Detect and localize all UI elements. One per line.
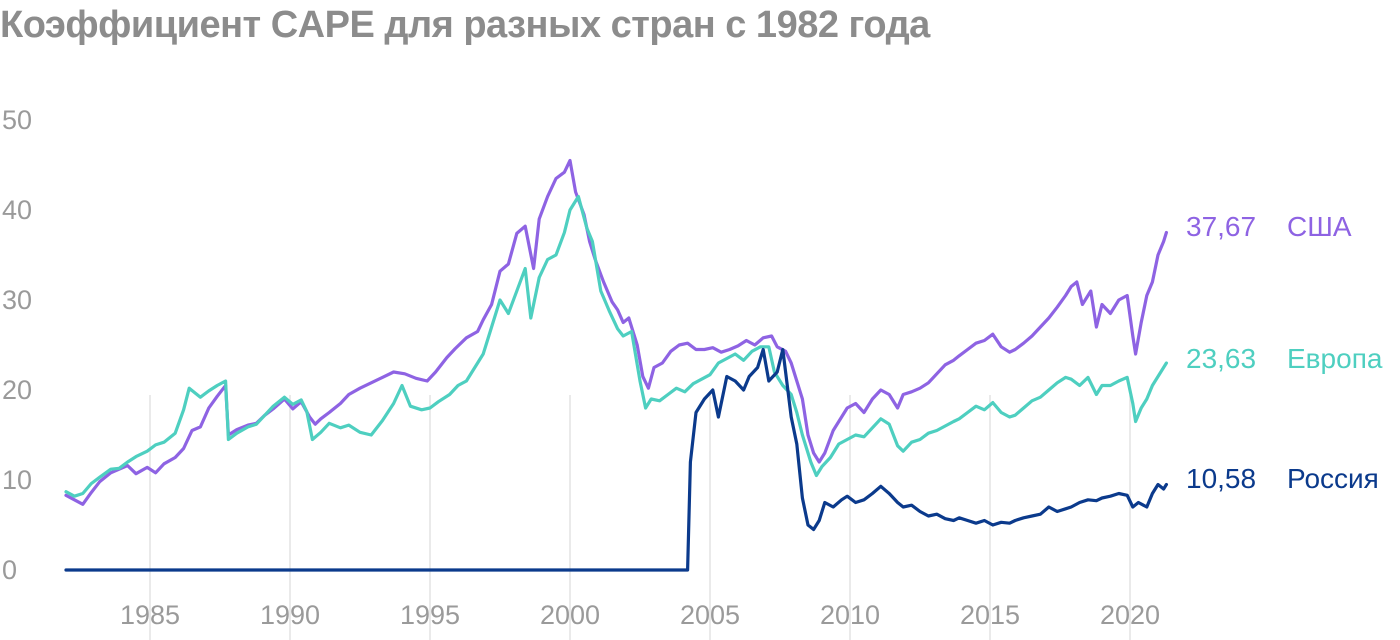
series-name-label-0: США: [1287, 211, 1352, 242]
series-lines: [64, 158, 1168, 572]
series-name-label-1: Европа: [1287, 343, 1383, 374]
y-tick-label-30: 30: [2, 285, 32, 315]
x-tick-label-1985: 1985: [120, 600, 180, 630]
x-tick-label-2010: 2010: [820, 600, 880, 630]
chart-title: Коэффициент CAPE для разных стран с 1982…: [0, 4, 930, 46]
series-end-labels: 37,67 США 23,63 Европа 10,58 Россия: [1186, 211, 1383, 494]
grid-lines: [149, 395, 1131, 640]
y-tick-label-20: 20: [2, 375, 32, 405]
end-value-label-0: 37,67: [1186, 211, 1256, 242]
end-value-label-2: 10,58: [1186, 463, 1256, 494]
y-tick-label-40: 40: [2, 195, 32, 225]
x-tick-label-2000: 2000: [540, 600, 600, 630]
x-tick-label-2005: 2005: [680, 600, 740, 630]
series-name-label-2: Россия: [1287, 463, 1379, 494]
x-tick-labels: 1985 1990 1995 2000 2005 2010 2015 2020: [120, 600, 1160, 630]
series-line-2: [64, 347, 1168, 572]
x-tick-label-2015: 2015: [960, 600, 1020, 630]
y-tick-labels: 0 10 20 30 40 50: [2, 105, 32, 585]
y-tick-label-0: 0: [2, 555, 17, 585]
series-line-0: [64, 158, 1168, 506]
series-line-1: [64, 194, 1168, 498]
x-tick-label-2020: 2020: [1100, 600, 1160, 630]
y-tick-label-10: 10: [2, 465, 32, 495]
x-tick-label-1990: 1990: [260, 600, 320, 630]
y-tick-label-50: 50: [2, 105, 32, 135]
x-tick-label-1995: 1995: [400, 600, 460, 630]
end-value-label-1: 23,63: [1186, 343, 1256, 374]
